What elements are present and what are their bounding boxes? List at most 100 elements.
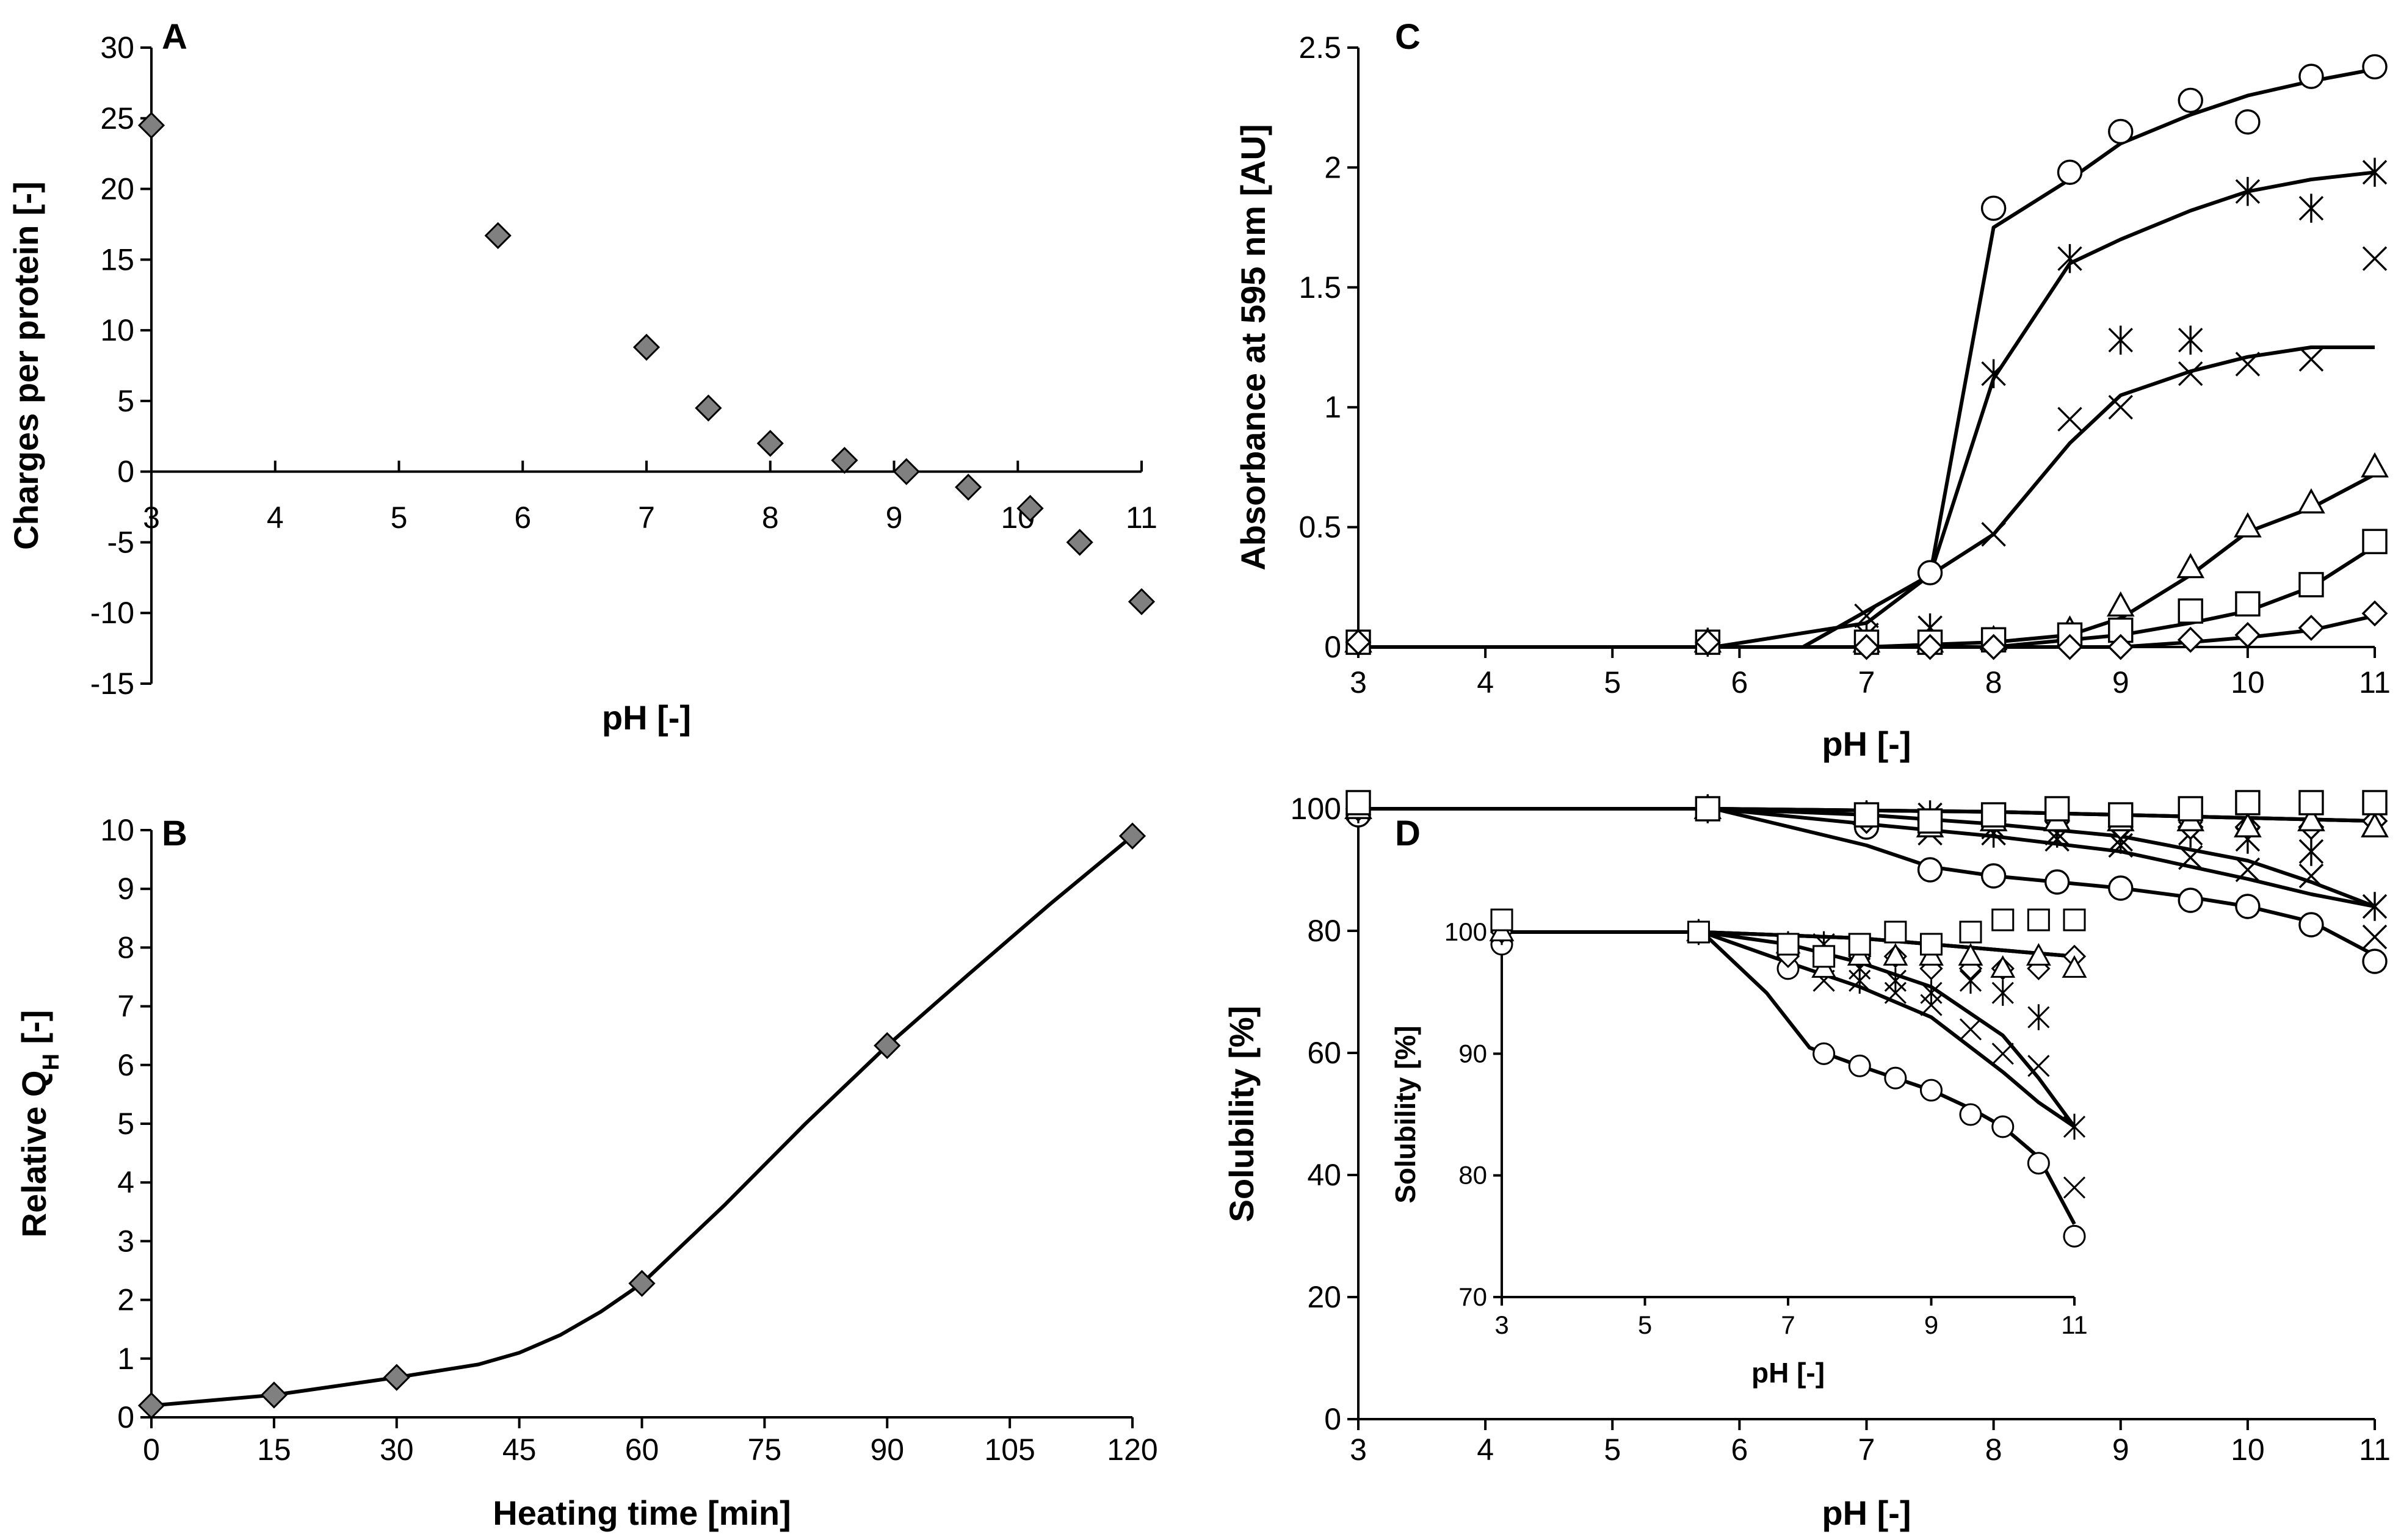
marker-shape — [2026, 943, 2051, 966]
panel-b-x-tick-label: 75 — [748, 1433, 782, 1467]
marker-shape — [1917, 634, 1943, 660]
panel-a-point-charges — [1016, 494, 1044, 522]
panel-d-inset-x-tick-label: 3 — [1494, 1310, 1508, 1339]
marker-shape — [1959, 920, 1982, 944]
panel-d-point-square — [1980, 802, 2007, 828]
marker-shape — [1118, 822, 1146, 850]
marker-shape — [2234, 512, 2262, 538]
marker-shape — [2298, 572, 2324, 598]
panel-d-inset-point-square — [1776, 933, 1800, 956]
panel-d-x-tick-label: 7 — [1858, 1433, 1875, 1467]
panel-d-inset-point-triangle — [2062, 955, 2087, 978]
panel-c-point-circle — [2178, 87, 2203, 114]
marker-shape — [1980, 863, 2007, 889]
panel-c-point-circle — [2235, 109, 2261, 135]
panel-b-series-relative QH — [151, 834, 1134, 1408]
panel-d-point-square — [2235, 790, 2261, 815]
marker-shape — [1991, 1115, 2015, 1138]
marker-shape — [1848, 1054, 1871, 1077]
panel-d-inset-point-circle — [1813, 1042, 1836, 1065]
panel-d-y-axis-label: Solubility [%] — [1222, 1006, 1261, 1223]
marker-shape — [2298, 837, 2324, 866]
marker-shape — [137, 1392, 165, 1419]
panel-d-inset-point-asterisk — [1849, 967, 1871, 994]
marker-shape — [2235, 857, 2261, 883]
marker-shape — [1128, 588, 1156, 615]
panel-d-x-tick-label: 6 — [1731, 1433, 1748, 1467]
panel-b-point-relative QH — [628, 1270, 656, 1297]
panel-c-x-tick-label: 5 — [1604, 665, 1621, 700]
panel-c-point-cross — [2235, 352, 2261, 377]
marker-shape — [1980, 195, 2007, 221]
panel-a-point-charges — [831, 447, 858, 474]
panel-d-inset-points-square — [1490, 908, 2086, 968]
panel-d-point-cross — [2178, 845, 2203, 870]
marker-shape — [2362, 54, 2388, 80]
marker-shape — [2057, 159, 2083, 185]
panel-c-point-square — [2362, 529, 2388, 554]
panel-c-series-cross — [1358, 345, 2375, 649]
panel-d-point-triangle — [2234, 812, 2262, 837]
panel-d-y-tick-label: 100 — [1291, 792, 1341, 826]
panel-b-point-relative QH — [874, 1032, 901, 1060]
panel-d-inset-point-circle — [1991, 1115, 2015, 1138]
marker-shape — [2298, 347, 2324, 372]
marker-shape — [137, 112, 165, 139]
panel-c-point-asterisk — [1981, 359, 2006, 388]
panel-d-y-tick-label: 20 — [1307, 1280, 1341, 1314]
marker-shape — [893, 458, 920, 485]
marker-shape — [2362, 246, 2388, 271]
marker-shape — [2063, 1113, 2086, 1140]
marker-shape — [2044, 796, 2070, 822]
panel-b-y-tick-label: 8 — [117, 930, 134, 964]
marker-shape — [874, 1032, 901, 1060]
marker-shape — [2362, 790, 2388, 815]
panel-b-point-relative QH — [1118, 822, 1146, 850]
panel-b-points-relative QH — [137, 822, 1146, 1419]
panel-c-point-circle — [2057, 159, 2083, 185]
panel-d-inset-point-circle — [1884, 1066, 1907, 1090]
panel-c-y-tick-label: 2 — [1324, 150, 1341, 184]
panel-d-point-circle — [1917, 857, 1943, 883]
marker-shape — [1776, 933, 1800, 956]
panel-c-curve-asterisk — [1358, 170, 2375, 649]
panel-c-point-diamond — [2298, 615, 2325, 641]
panel-d-inset-point-square — [1813, 945, 1836, 968]
panel-d-point-square — [1917, 808, 1943, 834]
marker-shape — [695, 394, 722, 422]
panel-c-point-square — [2235, 591, 2261, 617]
marker-shape — [1991, 908, 2015, 931]
panel-c-y-tick-label: 1 — [1324, 390, 1341, 424]
panel-a-point-charges — [1066, 529, 1093, 556]
marker-shape — [260, 1381, 288, 1409]
panel-c-point-diamond — [1694, 629, 1721, 656]
panel-d-point-circle — [1980, 863, 2007, 889]
panel-c-point-cross — [2057, 407, 2082, 432]
panel-a-y-tick-label: 25 — [100, 101, 134, 136]
panel-d-inset-point-square — [1919, 933, 1943, 956]
panel-d-inset-point-asterisk — [2027, 1004, 2050, 1030]
marker-shape — [2027, 1152, 2050, 1175]
panel-a-x-tick-label: 6 — [514, 501, 531, 535]
panel-c-x-tick-label: 9 — [2112, 665, 2129, 700]
marker-shape — [2178, 796, 2203, 822]
marker-shape — [1884, 967, 1907, 994]
panel-d-point-square — [2362, 790, 2388, 815]
panel-d-point-cross — [2362, 924, 2388, 950]
panel-d-x-tick-label: 5 — [1604, 1433, 1621, 1467]
panel-a-x-tick-label: 11 — [1126, 501, 1157, 535]
marker-shape — [1849, 967, 1871, 994]
marker-shape — [1919, 933, 1943, 956]
panel-d-point-square — [2108, 802, 2134, 828]
panel-c-x-tick-label: 3 — [1350, 665, 1367, 700]
marker-shape — [1687, 920, 1710, 944]
panel-b-x-tick-label: 15 — [257, 1433, 291, 1467]
panel-d-point-square — [1853, 802, 1880, 828]
panel-a-y-tick-label: 0 — [117, 455, 134, 489]
panel-a-x-tick-label: 3 — [143, 501, 160, 535]
panel-c-curve-cross — [1358, 345, 2375, 649]
marker-shape — [2361, 812, 2389, 837]
panel-d-inset-points-circle — [1490, 920, 2086, 1248]
panel-d-inset-point-circle — [1959, 1103, 1982, 1126]
